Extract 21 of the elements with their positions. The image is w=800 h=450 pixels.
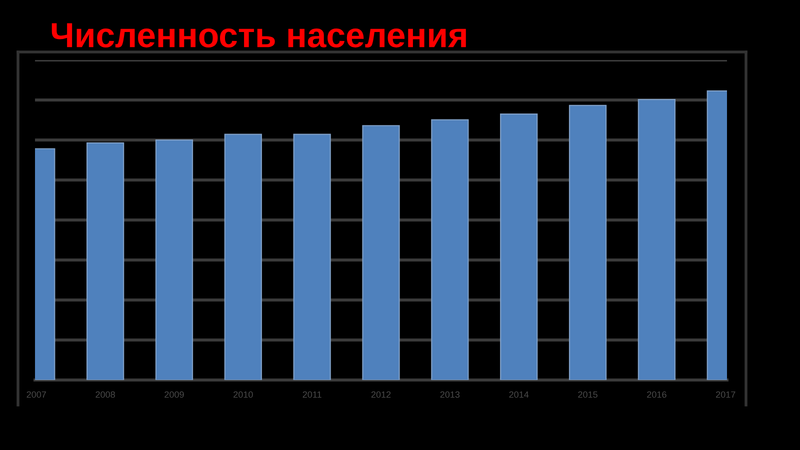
x-tick-label: 2009	[164, 391, 184, 398]
bar	[86, 142, 124, 380]
bar	[224, 134, 262, 380]
bar	[362, 125, 400, 380]
x-tick-label: 2008	[96, 391, 115, 398]
chart-title: Численность населения	[52, 23, 466, 48]
x-tick-label: 2012	[371, 391, 391, 398]
bar	[431, 119, 469, 380]
bar	[638, 99, 676, 380]
x-tick-label: 2010	[234, 391, 253, 398]
bar	[155, 140, 194, 380]
x-tick-label: 2016	[647, 391, 666, 398]
x-tick-label: 2017	[716, 391, 736, 398]
bar	[293, 134, 331, 380]
x-tick-label: 2014	[509, 391, 529, 398]
x-tick-label: 2013	[440, 391, 460, 398]
x-tick-label: 2011	[302, 391, 322, 398]
x-tick-label: 2007	[26, 391, 46, 398]
bar	[568, 104, 607, 380]
x-tick-label: 2015	[578, 391, 598, 398]
bar	[500, 114, 538, 380]
